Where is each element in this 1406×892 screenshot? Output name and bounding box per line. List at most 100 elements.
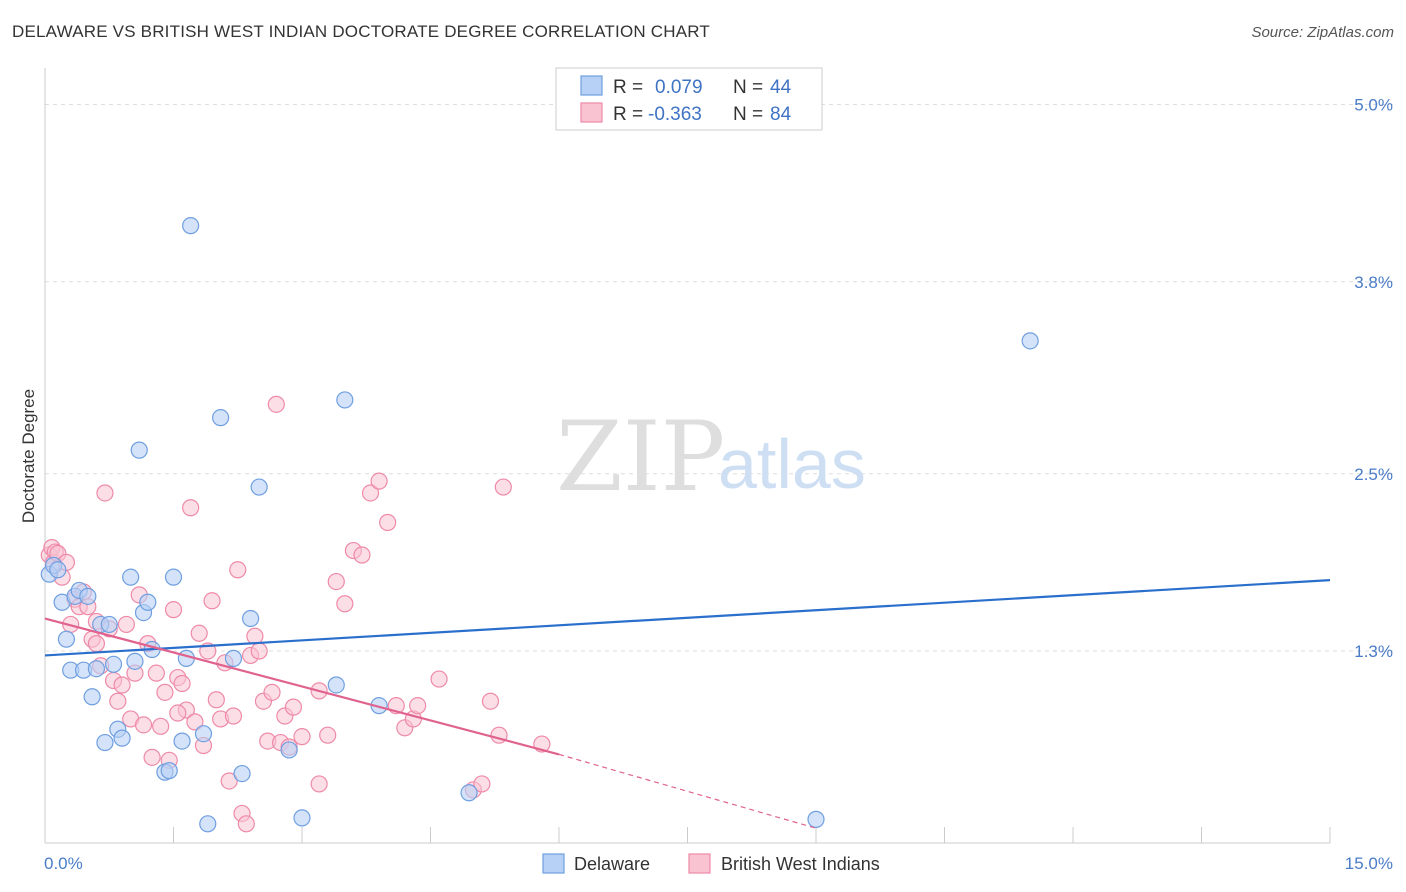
delaware-point-42: [460, 784, 478, 802]
bwi-point-41: [207, 691, 225, 709]
bwi-point-18: [109, 692, 127, 710]
bwi-point-69: [379, 513, 397, 532]
bwi-point-35: [182, 499, 200, 517]
chart-title: DELAWARE VS BRITISH WEST INDIAN DOCTORAT…: [12, 22, 711, 41]
y-axis-label: Doctorate Degree: [19, 389, 38, 523]
delaware-point-22: [139, 593, 157, 611]
delaware-point-14: [100, 615, 118, 634]
bwi-point-27: [147, 664, 165, 682]
legend-delaware-r-value: 0.079: [655, 77, 703, 98]
bwi-trend-line: [44, 617, 560, 756]
legend-delaware-n-label: N =: [733, 77, 763, 98]
bwi-point-83: [87, 635, 106, 653]
bwi-point-37: [190, 624, 208, 642]
y-tick-label-2: 3.8%: [1354, 273, 1393, 292]
bwi-series-points: [40, 395, 551, 833]
delaware-series-points: [40, 217, 1039, 833]
bwi-point-20: [117, 615, 135, 634]
x-axis-ticks: [44, 827, 1331, 843]
delaware-point-29: [182, 217, 200, 235]
bottom-legend-delaware: Delaware: [574, 854, 650, 874]
bottom-legend-bwi: British West Indians: [721, 854, 880, 874]
delaware-point-32: [212, 409, 230, 427]
bwi-point-68: [370, 472, 388, 490]
bottom-legend-swatch-delaware: [542, 853, 565, 874]
bwi-point-48: [237, 815, 255, 833]
source-label: Source: ZipAtlas.com: [1251, 24, 1394, 41]
delaware-point-4: [57, 630, 76, 648]
bwi-point-63: [327, 572, 345, 591]
delaware-point-18: [122, 568, 140, 586]
bwi-point-55: [267, 395, 285, 413]
delaware-point-13: [96, 733, 114, 752]
bwi-point-29: [156, 683, 174, 701]
bwi-point-44: [220, 772, 238, 790]
delaware-point-27: [173, 732, 191, 750]
bwi-point-62: [319, 726, 337, 744]
bwi-point-76: [481, 692, 500, 710]
bwi-point-67: [361, 484, 380, 502]
delaware-point-15: [104, 655, 123, 673]
bwi-point-54: [263, 683, 281, 701]
delaware-point-11: [87, 660, 106, 678]
bwi-point-75: [473, 775, 491, 793]
bwi-point-36: [186, 713, 204, 731]
x-tick-label-min: 0.0%: [44, 854, 83, 873]
delaware-point-40: [336, 391, 354, 409]
delaware-point-10: [83, 688, 101, 706]
bwi-point-31: [164, 601, 183, 619]
delaware-point-2: [49, 561, 67, 579]
x-tick-label-max: 15.0%: [1345, 854, 1393, 873]
bwi-point-28: [152, 717, 170, 735]
y-tick-label-1: 2.5%: [1354, 465, 1393, 484]
delaware-point-19: [126, 652, 144, 670]
delaware-point-34: [233, 764, 251, 783]
legend-swatch-bwi: [580, 102, 603, 123]
bwi-point-24: [134, 716, 153, 734]
watermark-zip: ZIP: [556, 401, 725, 513]
delaware-point-25: [160, 762, 178, 780]
y-axis-tick-labels: 1.3% 2.5% 3.8% 5.0%: [1354, 96, 1393, 661]
bwi-point-64: [336, 595, 354, 613]
bwi-point-59: [284, 698, 303, 716]
delaware-point-44: [1021, 332, 1039, 350]
bwi-point-66: [353, 546, 371, 564]
bwi-point-51: [250, 642, 268, 660]
y-tick-label-3: 5.0%: [1354, 96, 1393, 115]
delaware-point-20: [130, 441, 148, 459]
delaware-point-39: [327, 676, 345, 694]
delaware-point-38: [293, 809, 311, 827]
bwi-point-82: [169, 704, 187, 722]
watermark-atlas: atlas: [718, 425, 866, 503]
trend-lines: [44, 579, 1331, 829]
bwi-point-26: [143, 748, 161, 766]
bwi-point-45: [224, 707, 243, 725]
bwi-point-19: [113, 676, 131, 694]
legend-bwi-n-label: N =: [733, 104, 763, 125]
bottom-legend-swatch-bwi: [688, 853, 711, 874]
delaware-point-30: [194, 725, 213, 743]
delaware-point-33: [224, 649, 243, 667]
bwi-point-80: [430, 670, 448, 688]
bwi-point-61: [310, 775, 328, 793]
delaware-point-37: [280, 741, 298, 759]
delaware-point-9: [79, 587, 97, 605]
bwi-point-40: [203, 592, 221, 610]
bwi-trend-line-extension: [558, 753, 817, 829]
delaware-point-35: [242, 609, 260, 628]
delaware-point-26: [164, 568, 183, 586]
top-legend: R = 0.079 N = 44 R = -0.363 N = 84: [555, 67, 823, 131]
delaware-point-17: [113, 729, 131, 747]
y-tick-label-0: 1.3%: [1354, 642, 1393, 661]
bwi-point-60: [293, 728, 311, 746]
legend-bwi-n-value: 84: [770, 104, 792, 125]
bwi-point-15: [96, 484, 114, 502]
bwi-point-73: [409, 697, 427, 715]
legend-delaware-n-value: 44: [770, 77, 792, 98]
legend-bwi-r-label: R =: [613, 104, 643, 125]
delaware-trend-line: [44, 579, 1331, 657]
delaware-point-36: [250, 478, 268, 496]
legend-bwi-r-value: -0.363: [648, 104, 702, 125]
bwi-point-78: [494, 478, 512, 496]
